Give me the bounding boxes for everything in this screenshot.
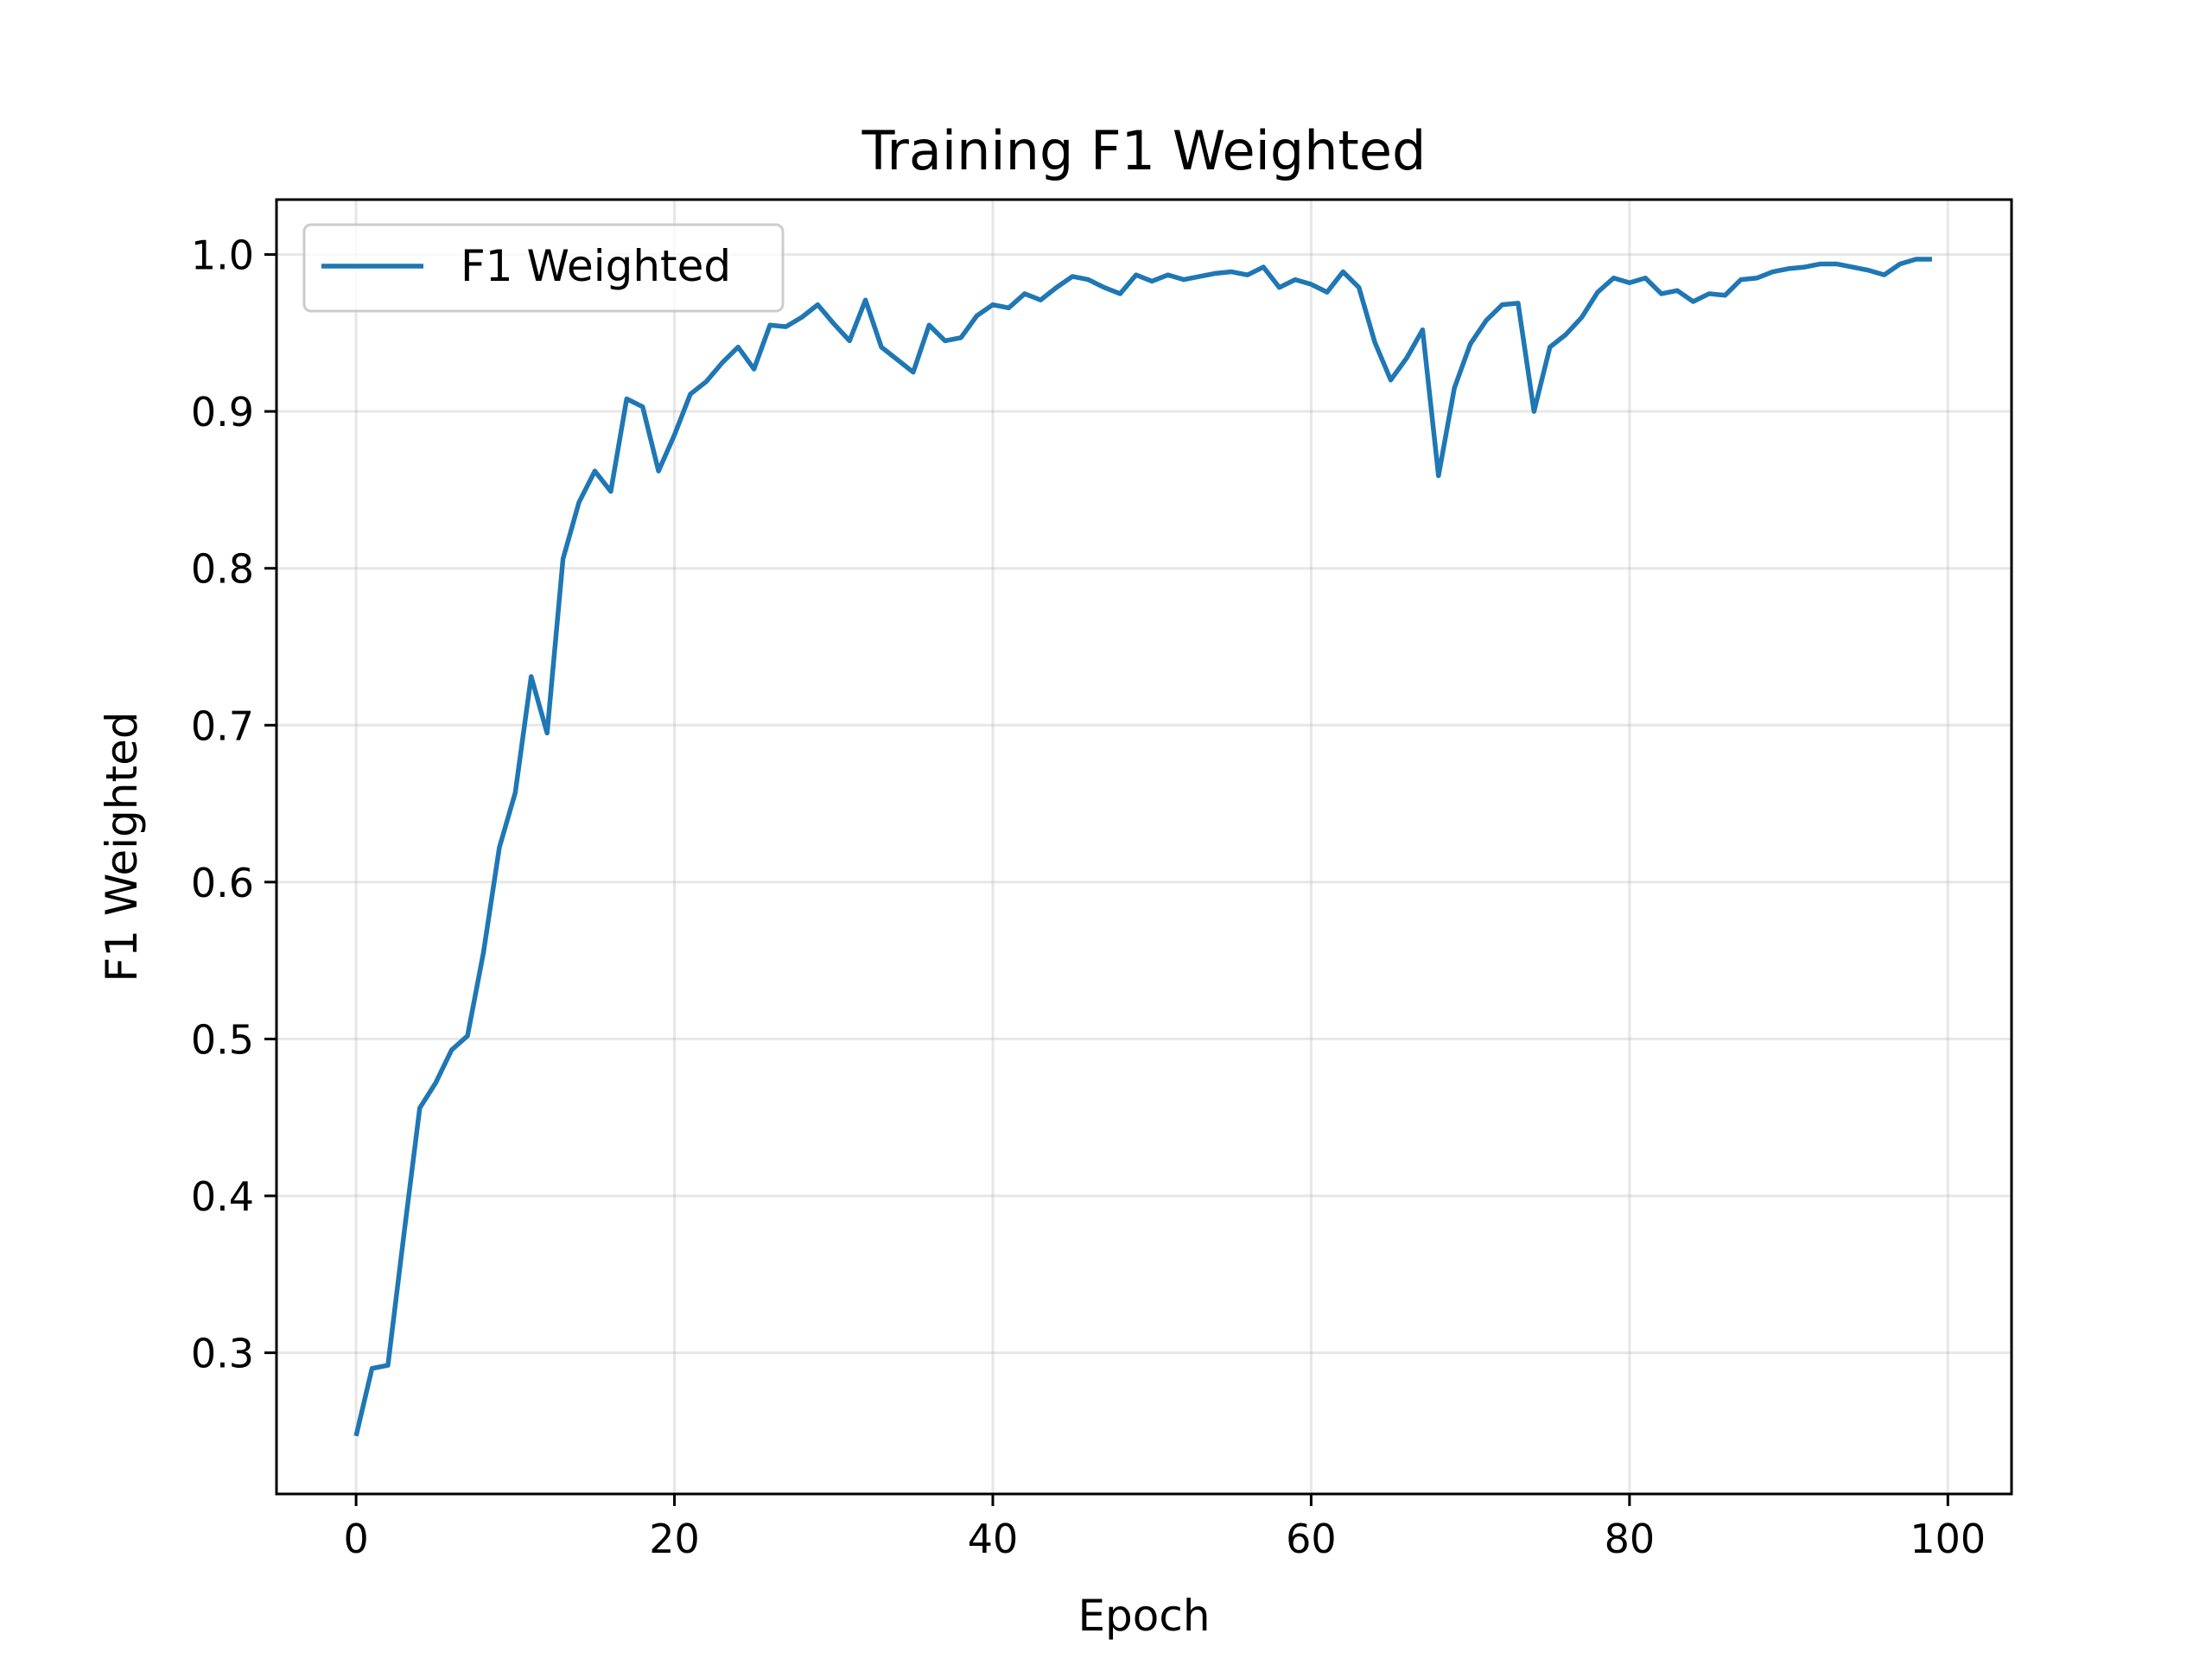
x-axis: 0 20 40 60 80 100: [343, 1494, 1986, 1562]
x-tick-label: 40: [968, 1516, 1019, 1562]
y-axis: 0.3 0.4 0.5 0.6 0.7 0.8 0.9 1.0: [191, 232, 276, 1377]
x-tick-label: 100: [1910, 1516, 1986, 1562]
plot-frame: [275, 198, 2013, 1496]
x-tick-label: 60: [1286, 1516, 1337, 1562]
legend: F1 Weighted: [302, 223, 785, 313]
legend-box: [302, 223, 785, 313]
x-tick-label: 0: [343, 1516, 368, 1562]
y-tick-label: 0.9: [191, 389, 254, 435]
y-tick-label: 0.3: [191, 1331, 254, 1377]
x-tick-label: 80: [1605, 1516, 1656, 1562]
y-tick-label: 0.5: [191, 1016, 254, 1063]
series-line: [353, 257, 1932, 1437]
y-tick-label: 1.0: [191, 232, 254, 279]
x-axis-label: Epoch: [1077, 1591, 1210, 1641]
x-tick-label: 20: [649, 1516, 700, 1562]
grid: [276, 200, 2012, 1494]
series-layer: [353, 257, 1932, 1437]
y-axis-label: F1 Weighted: [97, 711, 147, 982]
legend-label: F1 Weighted: [461, 241, 731, 291]
y-tick-label: 0.8: [191, 546, 254, 593]
y-tick-label: 0.7: [191, 702, 254, 749]
chart-title: Training F1 Weighted: [861, 119, 1427, 182]
y-tick-label: 0.6: [191, 860, 254, 906]
y-tick-label: 0.4: [191, 1173, 254, 1220]
